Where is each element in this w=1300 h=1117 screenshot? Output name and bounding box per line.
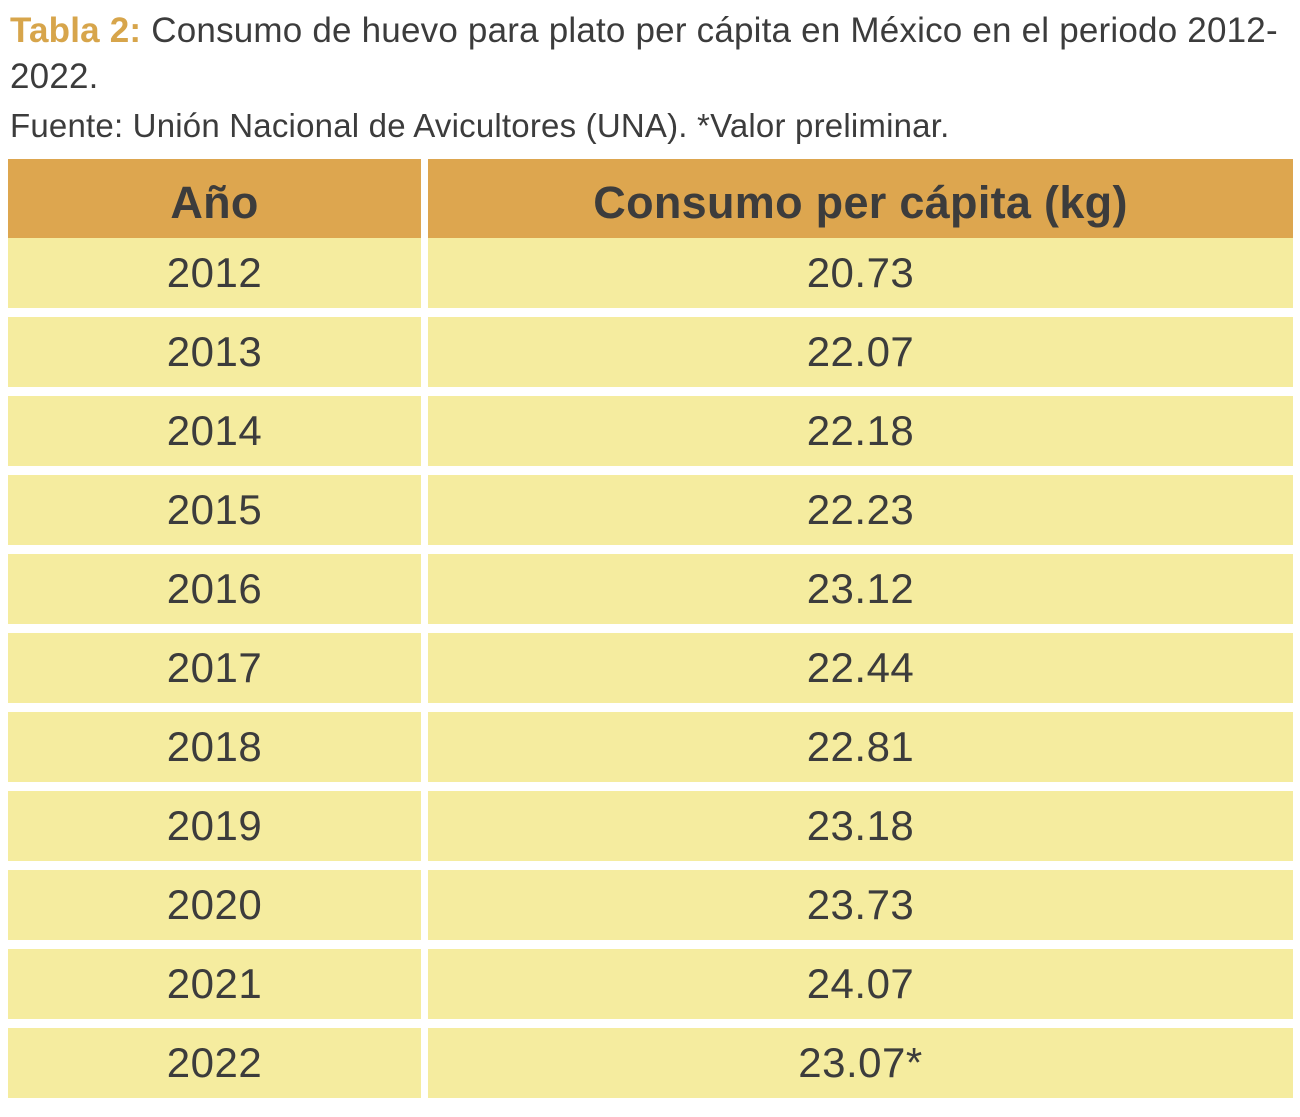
year-cell: 2015 [8, 474, 421, 545]
year-cell: 2017 [8, 632, 421, 703]
table-caption: Tabla 2: Consumo de huevo para plato per … [10, 8, 1286, 100]
year-cell: 2016 [8, 553, 421, 624]
value-cell: 23.18 [428, 790, 1293, 861]
value-cell: 22.18 [428, 395, 1293, 466]
table-caption-label: Tabla 2: [10, 11, 142, 50]
year-cell: 2014 [8, 395, 421, 466]
year-cell: 2020 [8, 869, 421, 940]
year-cell: 2019 [8, 790, 421, 861]
value-cell: 20.73 [428, 237, 1293, 308]
table-caption-text: Consumo de huevo para plato per cápita e… [10, 11, 1278, 97]
value-cell: 23.73 [428, 869, 1293, 940]
data-table: Año Consumo per cápita (kg) 2012 20.73 2… [8, 158, 1293, 1098]
value-cell: 23.07* [428, 1027, 1293, 1098]
year-cell: 2018 [8, 711, 421, 782]
table-source-note: Fuente: Unión Nacional de Avicultores (U… [10, 107, 950, 145]
value-cell: 22.07 [428, 316, 1293, 387]
column-header-year: Año [8, 158, 421, 247]
year-cell: 2021 [8, 948, 421, 1019]
year-cell: 2022 [8, 1027, 421, 1098]
value-cell: 23.12 [428, 553, 1293, 624]
year-cell: 2013 [8, 316, 421, 387]
value-cell: 22.44 [428, 632, 1293, 703]
value-cell: 22.81 [428, 711, 1293, 782]
value-cell: 24.07 [428, 948, 1293, 1019]
value-cell: 22.23 [428, 474, 1293, 545]
column-header-consumption: Consumo per cápita (kg) [428, 158, 1293, 247]
year-cell: 2012 [8, 237, 421, 308]
